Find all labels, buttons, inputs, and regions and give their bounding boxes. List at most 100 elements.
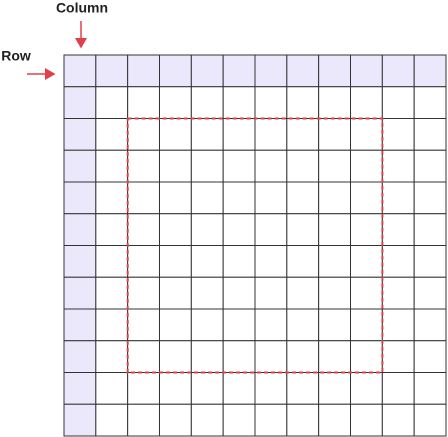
grid-cell [254,403,288,437]
grid-cell [286,213,320,246]
grid-cell [254,245,288,278]
grid-cell [159,308,192,342]
grid-cell [222,86,256,119]
grid-cell [159,118,192,151]
grid-cell [127,276,160,310]
grid-cell [286,118,320,151]
selection-outline [126,117,384,374]
grid-cell [381,86,415,119]
grid-cell [286,181,320,215]
grid-cell [127,181,160,215]
header-cell [63,308,97,342]
grid-cell [318,86,351,119]
grid-cell [413,245,447,278]
grid-cell [350,181,383,215]
grid-cell [127,86,160,119]
grid-cell [95,340,129,373]
header-cell [318,54,351,88]
grid-cell [318,276,351,310]
header-cell [63,213,97,246]
grid-cell [381,308,415,342]
grid-cell [222,245,256,278]
header-cell [63,372,97,405]
header-cell [63,340,97,373]
grid-cell [159,149,192,183]
grid-cell [95,308,129,342]
grid-cell [127,245,160,278]
grid-cell [127,340,160,373]
header-cell [63,54,97,88]
grid-cell [413,403,447,437]
grid-cell [413,86,447,119]
header-cell [63,245,97,278]
grid-cell [127,372,160,405]
grid-cell [350,86,383,119]
grid-cell [254,340,288,373]
grid-cell [222,340,256,373]
grid-cell [350,372,383,405]
grid-cell [286,403,320,437]
header-cell [95,54,129,88]
grid-cell [222,276,256,310]
grid-cell [381,403,415,437]
grid-cell [286,276,320,310]
grid-cell [159,340,192,373]
grid-cell [127,118,160,151]
grid-cell [318,372,351,405]
grid-cell [254,181,288,215]
grid-cell [190,308,224,342]
row-label: Row [1,48,31,64]
grid-cell [95,149,129,183]
header-cell [63,118,97,151]
grid-cell [127,403,160,437]
grid-cell [350,276,383,310]
grid-cell [413,181,447,215]
grid-cell [381,118,415,151]
grid-cell [254,86,288,119]
grid-cell [286,372,320,405]
grid-cell [222,403,256,437]
grid-cell [95,118,129,151]
grid-cell [222,308,256,342]
grid-cell [413,213,447,246]
grid-cell [127,308,160,342]
grid-cell [190,372,224,405]
grid-cell [190,213,224,246]
grid-cell [127,213,160,246]
grid-cell [286,245,320,278]
grid-cell [95,213,129,246]
header-cell [254,54,288,88]
grid-cell [350,118,383,151]
header-cell [127,54,160,88]
grid-cell [318,213,351,246]
grid-cell [222,372,256,405]
grid-cell [190,403,224,437]
grid-cell [286,340,320,373]
header-cell [286,54,320,88]
header-cell [413,54,447,88]
grid-cell [286,86,320,119]
header-cell [63,86,97,119]
grid-cell [254,149,288,183]
grid-cell [95,403,129,437]
grid-cell [350,340,383,373]
header-cell [63,181,97,215]
grid-cell [95,245,129,278]
grid-cell [350,213,383,246]
header-cell [381,54,415,88]
grid-cell [127,149,160,183]
grid-cell [159,213,192,246]
grid-cell [413,340,447,373]
grid-cell [190,86,224,119]
grid-cell [350,245,383,278]
grid-cell [190,118,224,151]
grid-cell [318,403,351,437]
grid-cell [254,276,288,310]
grid-cell [318,149,351,183]
grid-cell [381,213,415,246]
grid-cell [190,245,224,278]
header-cell [159,54,192,88]
grid-cell [190,181,224,215]
grid-cell [190,340,224,373]
grid-cell [159,372,192,405]
